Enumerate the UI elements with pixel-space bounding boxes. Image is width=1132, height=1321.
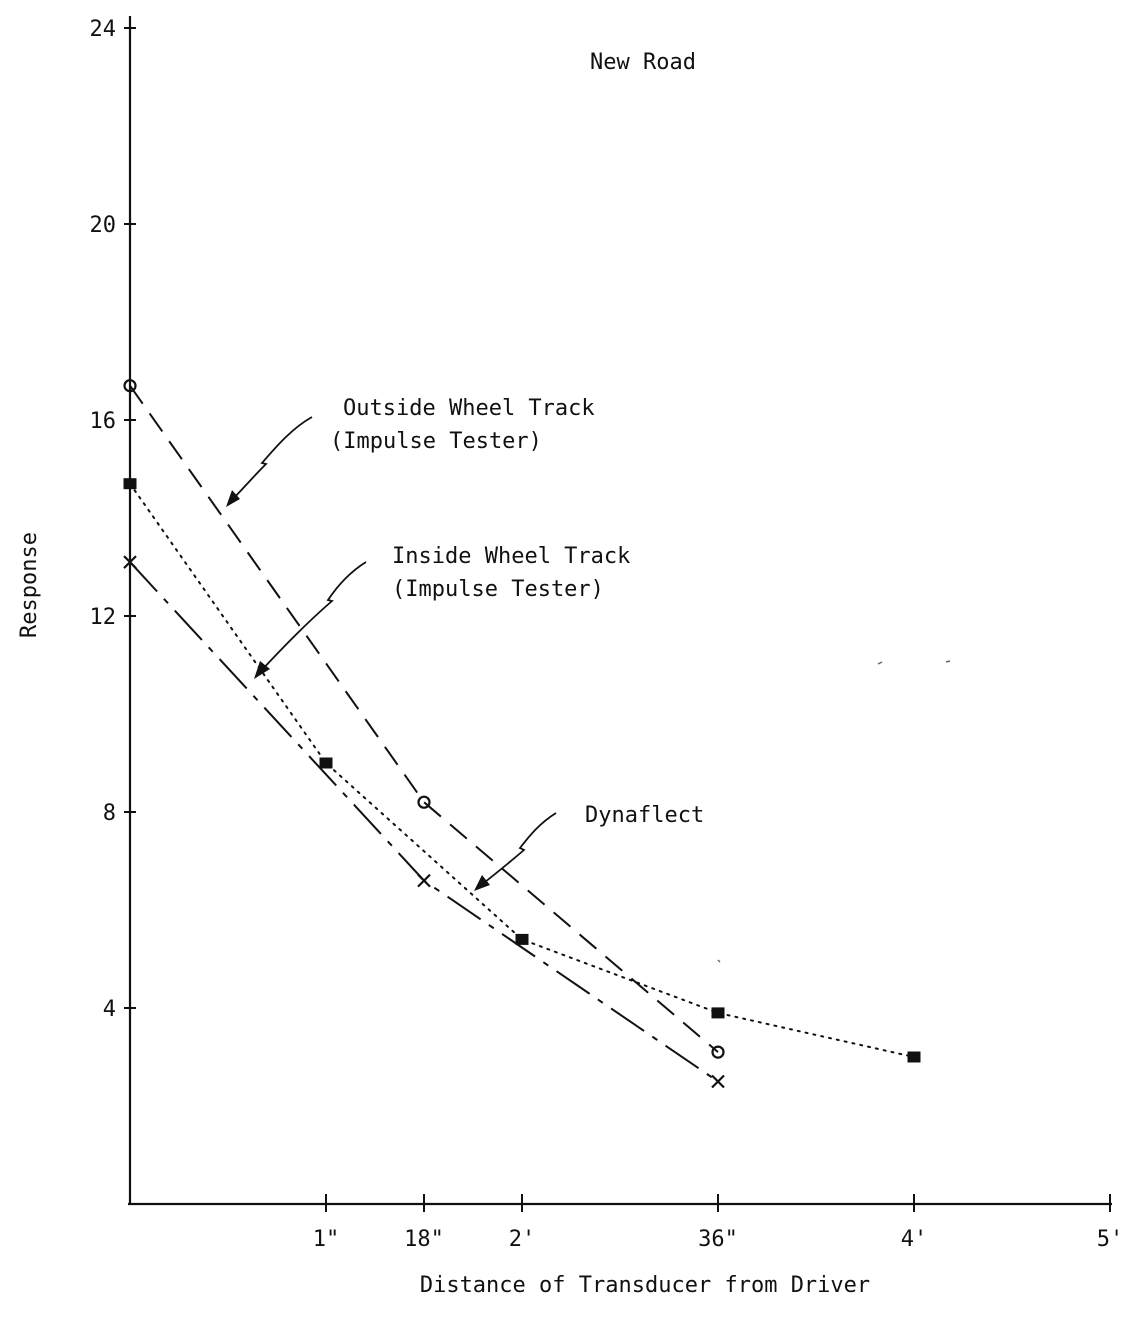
annotation-dynaflect-arrow	[479, 812, 557, 887]
x-axis-title: Distance of Transducer from Driver	[420, 1273, 870, 1298]
annotation-outside-line-2: (Impulse Tester)	[330, 429, 542, 454]
data-point-circle	[417, 795, 431, 809]
annotation-inside-wheel-track: Inside Wheel Track (Impulse Tester)	[254, 544, 630, 679]
data-point-circle	[711, 1045, 725, 1059]
annotation-outside-arrow	[229, 416, 313, 503]
y-tick-label: 24	[90, 17, 117, 42]
data-point-square	[319, 757, 333, 769]
annotation-inside-arrowhead	[254, 661, 270, 679]
y-tick-label: 12	[90, 605, 117, 630]
annotation-outside-arrowhead	[226, 490, 240, 507]
y-tick-label: 16	[90, 409, 117, 434]
data-point-square	[711, 1007, 725, 1019]
data-point-circle	[123, 379, 137, 393]
x-tick-label: 1"	[313, 1227, 340, 1252]
annotation-inside-line-1: Inside Wheel Track	[392, 544, 630, 569]
data-point-square	[515, 933, 529, 945]
series-group	[129, 385, 915, 1083]
y-tick-label: 4	[103, 997, 116, 1022]
annotation-dynaflect-text: Dynaflect	[585, 803, 704, 828]
series-line-1	[129, 482, 915, 1058]
data-point-x	[123, 555, 137, 569]
chart-title: New Road	[590, 50, 696, 75]
markers-group	[123, 379, 921, 1089]
annotation-dynaflect: Dynaflect	[474, 803, 704, 891]
annotation-inside-arrow	[259, 561, 367, 673]
series-line-0	[129, 385, 719, 1053]
y-axis-title: Response	[17, 532, 42, 638]
y-tick-label: 8	[103, 801, 116, 826]
data-point-square	[907, 1051, 921, 1063]
annotation-dynaflect-arrowhead	[474, 875, 490, 891]
data-point-x	[711, 1074, 725, 1089]
annotation-outside-line-1: Outside Wheel Track	[343, 396, 595, 421]
x-tick-label: 36"	[698, 1227, 738, 1252]
x-tick-label: 5'	[1097, 1227, 1124, 1252]
y-ticks: 4 8 12 16 20 24	[90, 17, 136, 1022]
x-tick-label: 2'	[509, 1227, 536, 1252]
y-tick-label: 20	[90, 213, 117, 238]
x-tick-label: 18"	[404, 1227, 444, 1252]
x-ticks: 1" 18" 2' 36" 4' 5'	[313, 1194, 1124, 1252]
x-tick-label: 4'	[901, 1227, 928, 1252]
annotation-inside-line-2: (Impulse Tester)	[392, 577, 604, 602]
data-point-square	[123, 478, 137, 490]
scan-speck-marks	[717, 660, 951, 963]
annotation-outside-wheel-track: Outside Wheel Track (Impulse Tester)	[226, 396, 595, 507]
data-point-x	[417, 873, 431, 888]
